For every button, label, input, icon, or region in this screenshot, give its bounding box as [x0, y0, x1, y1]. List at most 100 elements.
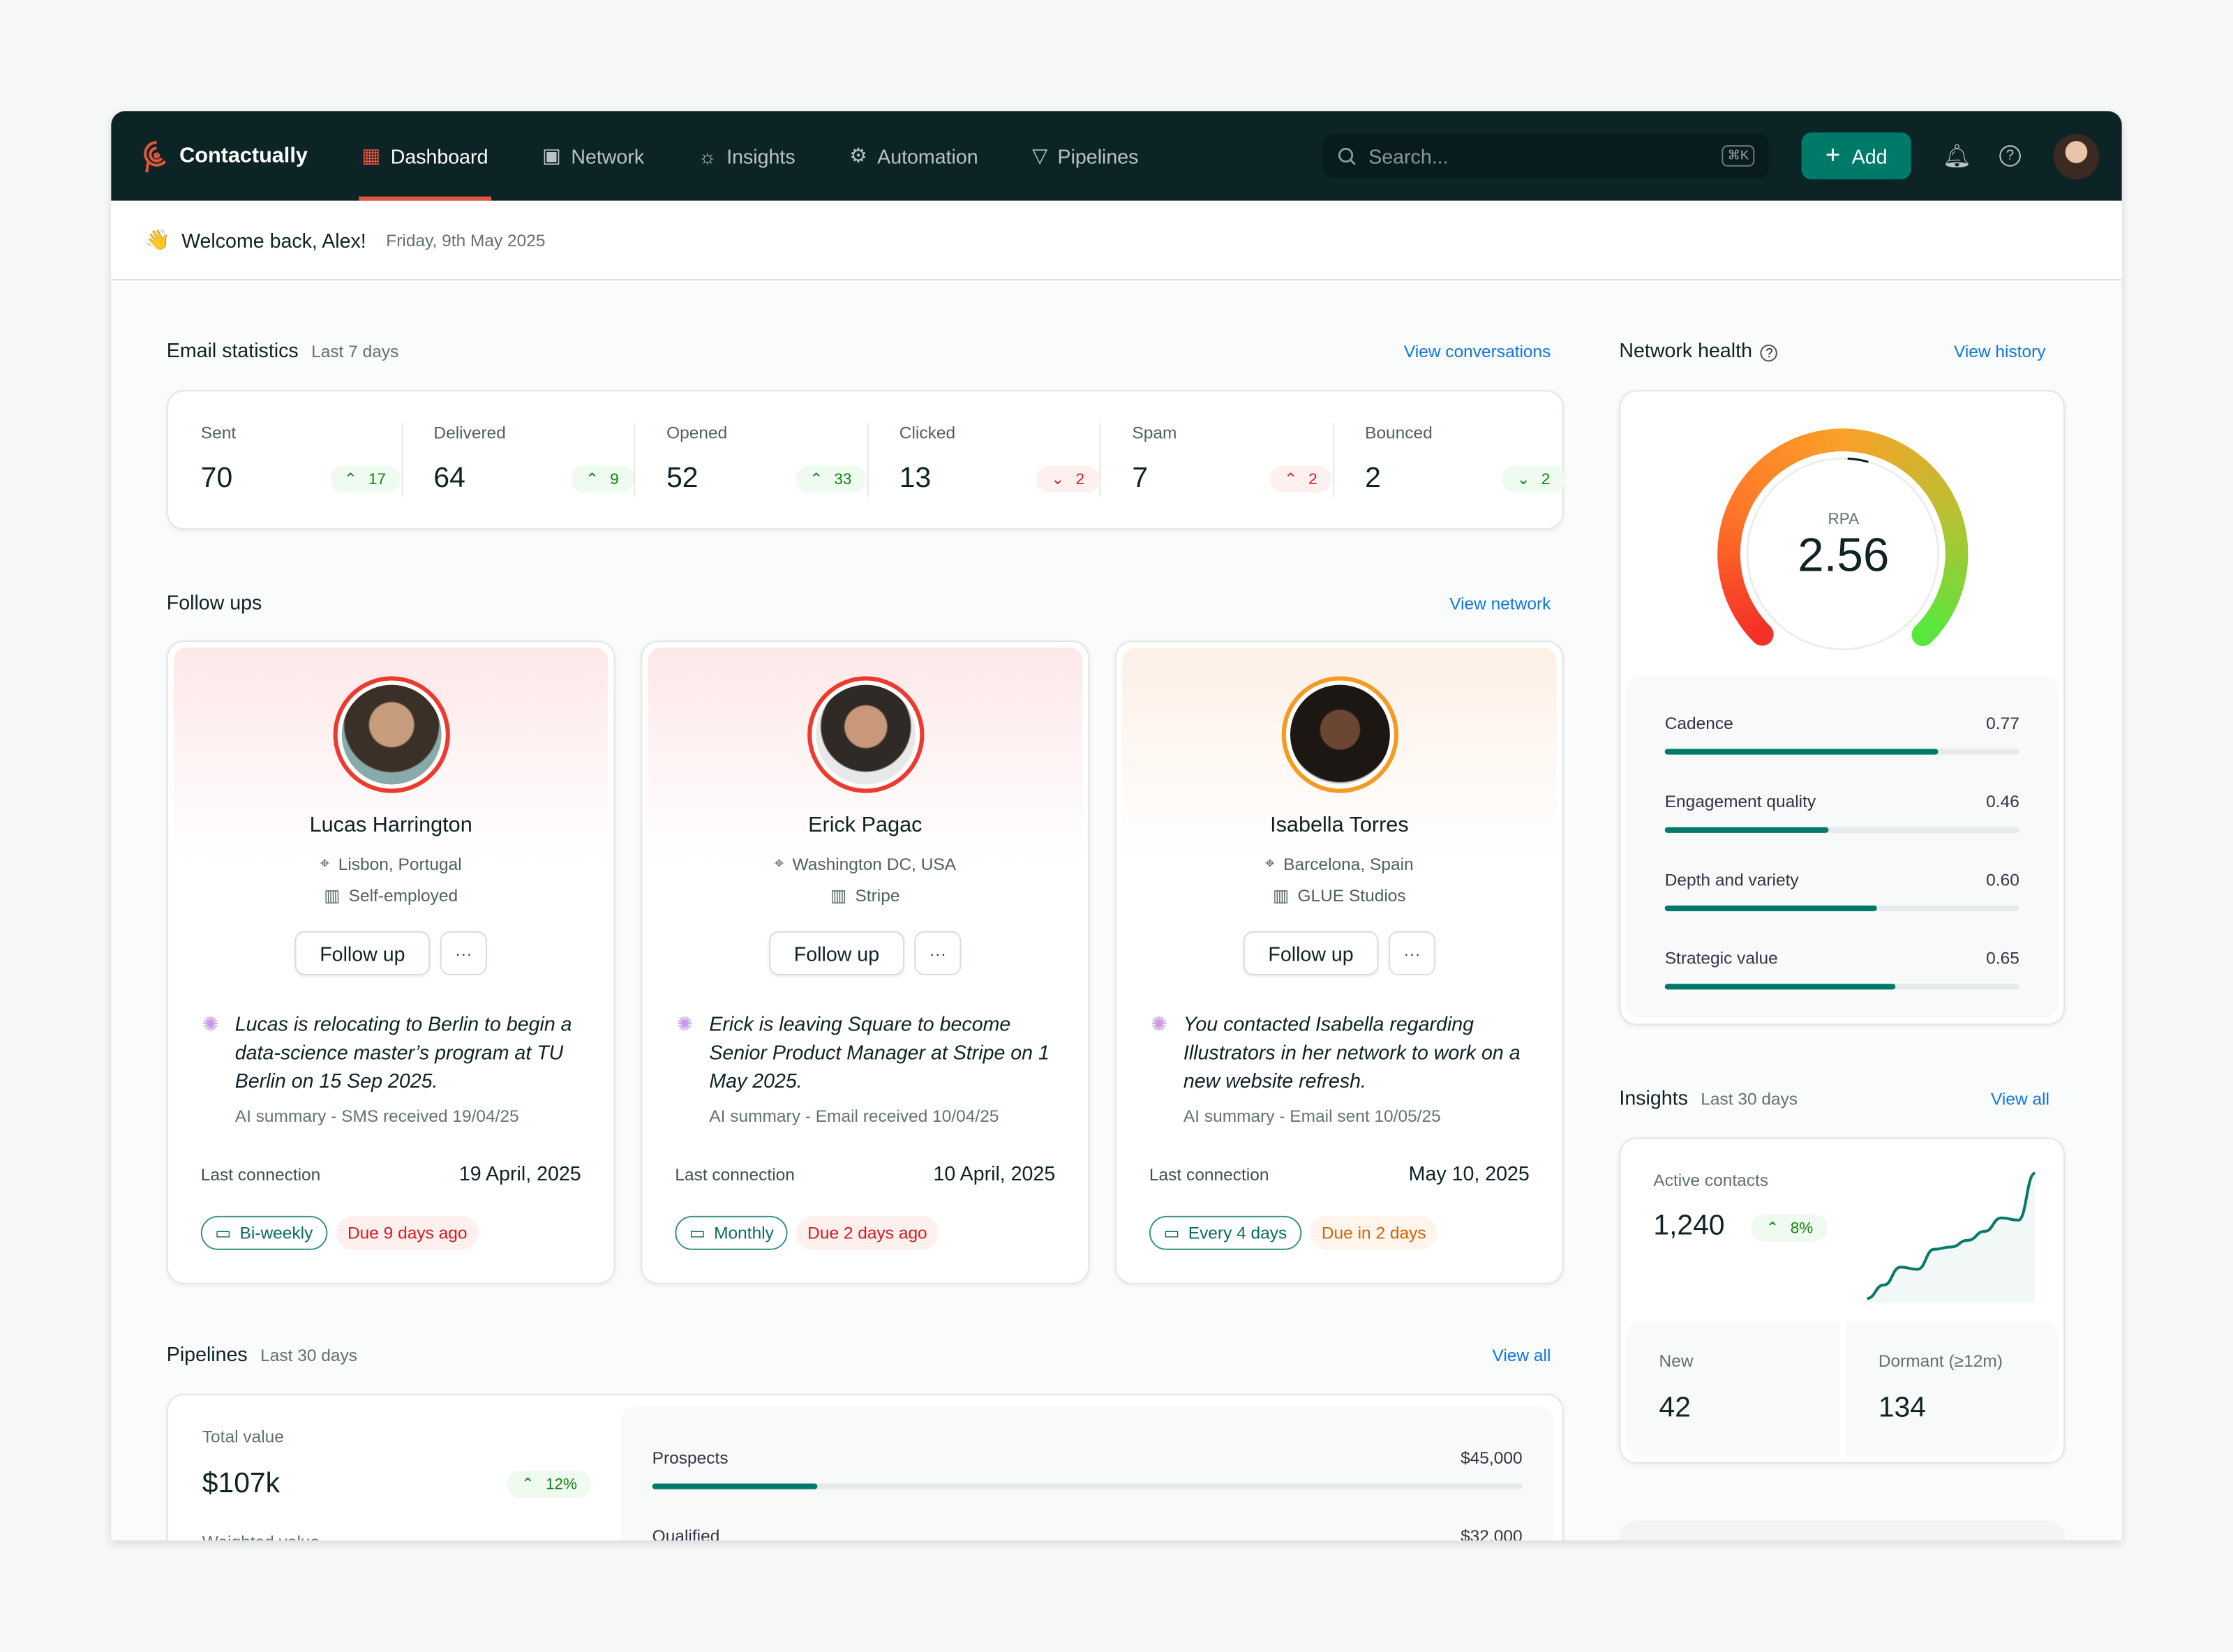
follow-up-button[interactable]: Follow up: [294, 931, 431, 975]
insights-card: Active contacts 1,240 ⌃ 8% New 42 Dormant…: [1619, 1137, 2066, 1464]
tile-value: 42: [1659, 1392, 1691, 1424]
ai-summary: Erick is leaving Square to become Senior…: [709, 1012, 1050, 1092]
search-icon: [1338, 147, 1356, 165]
cadence-chip[interactable]: ▭ Bi-weekly: [200, 1215, 327, 1250]
contact-name[interactable]: Lucas Harrington: [309, 813, 472, 837]
nav-insights[interactable]: ☼ Insights: [699, 111, 796, 201]
last-connection-date: 19 April, 2025: [458, 1162, 581, 1185]
email-stats-heading: Email statistics Last 7 days: [167, 339, 399, 362]
bell-icon[interactable]: 🔔︎: [1942, 145, 1972, 170]
metric-value: 0.46: [1986, 791, 2019, 812]
lightbulb-icon: ☼: [698, 144, 717, 167]
stat-bounced[interactable]: Bounced 2 ⌄ 2: [1365, 423, 1564, 495]
nav-dashboard[interactable]: ▦ Dashboard: [359, 111, 491, 201]
nav-automation[interactable]: ⚙ Automation: [849, 111, 978, 201]
gauge-arc-segment: [1858, 430, 1873, 455]
gauge-inner-ring: [1746, 457, 1940, 651]
gauge-marker: [1847, 457, 1869, 463]
more-options-button[interactable]: ···: [1388, 931, 1436, 975]
stat-clicked[interactable]: Clicked 13 ⌄ 2: [899, 423, 1099, 495]
gauge-arc-segment: [1874, 435, 1892, 460]
gauge-arc-segment: [1903, 452, 1925, 476]
view-all-insights-link[interactable]: View all: [1991, 1089, 2049, 1109]
shortcut-hint: ⌘K: [1722, 145, 1755, 167]
gauge-arc-segment: [1726, 592, 1752, 611]
follow-up-button[interactable]: Follow up: [769, 931, 904, 975]
view-history-link[interactable]: View history: [1953, 341, 2046, 362]
contact-name[interactable]: Erick Pagac: [808, 813, 923, 837]
nav-pipelines[interactable]: ▽ Pipelines: [1032, 111, 1138, 201]
help-icon[interactable]: ?: [1999, 145, 2021, 167]
contact-avatar[interactable]: [1281, 676, 1399, 793]
info-icon[interactable]: ?: [1761, 344, 1778, 362]
stat-divider: [401, 423, 403, 497]
brand-logo[interactable]: Contactually: [142, 139, 308, 173]
stat-delivered[interactable]: Delivered 64 ⌃ 9: [433, 423, 634, 495]
map-pin-icon: ⌖: [1265, 853, 1275, 873]
stat-divider: [1332, 423, 1334, 497]
arrow-up-icon: ⌃: [343, 471, 357, 488]
total-value-label: Total value: [202, 1426, 284, 1447]
stat-value: 13: [899, 463, 932, 495]
stat-opened[interactable]: Opened 52 ⌃ 33: [666, 423, 866, 495]
gauge-arc-segment: [1804, 432, 1820, 457]
stat-delta-badge: ⌃ 2: [1269, 465, 1332, 493]
stat-value: 52: [666, 463, 699, 495]
location-text: Washington DC, USA: [792, 853, 957, 874]
gauge-arc-segment: [1896, 446, 1917, 472]
gauge-arc-segment: [1754, 458, 1777, 482]
more-options-button[interactable]: ···: [914, 931, 962, 975]
stage-qualified[interactable]: Qualified $32,000: [652, 1526, 1523, 1540]
add-button[interactable]: + Add: [1801, 132, 1911, 180]
dormant-contacts-tile[interactable]: Dormant (≥12m) 134: [1845, 1321, 2058, 1457]
next-card: [1619, 1520, 2066, 1541]
health-metric: Strategic value 0.65: [1664, 948, 2019, 990]
due-badge: Due in 2 days: [1310, 1215, 1437, 1250]
stat-sent[interactable]: Sent 70 ⌃ 17: [201, 423, 401, 495]
arrow-down-icon: ⌄: [1051, 471, 1065, 488]
view-network-link[interactable]: View network: [1449, 594, 1551, 614]
greeting: Welcome back, Alex!: [181, 228, 366, 252]
new-contacts-tile[interactable]: New 42: [1626, 1321, 1840, 1457]
user-avatar[interactable]: [2053, 133, 2100, 180]
gauge-label: RPA: [1828, 511, 1860, 529]
company-text: Self-employed: [348, 885, 458, 906]
cadence-chip[interactable]: ▭ Monthly: [675, 1215, 789, 1250]
gauge-arc-segment: [1866, 432, 1882, 457]
contact-location: ⌖ Washington DC, USA: [642, 853, 1088, 874]
stat-label: Sent: [200, 423, 237, 443]
location-text: Barcelona, Spain: [1283, 853, 1414, 874]
contact-avatar[interactable]: [807, 676, 925, 793]
last-connection-date: 10 April, 2025: [933, 1162, 1056, 1185]
stat-spam[interactable]: Spam 7 ⌃ 2: [1132, 423, 1332, 495]
delta-value: 2: [1541, 470, 1551, 488]
summary-source: AI summary - Email received 10/04/25: [709, 1106, 999, 1127]
followup-card: Lucas Harrington ⌖ Lisbon, Portugal ▥ Self…: [166, 640, 615, 1284]
contact-name[interactable]: Isabella Torres: [1270, 813, 1409, 837]
arrow-up-icon: ⌃: [1765, 1219, 1779, 1238]
view-conversations-link[interactable]: View conversations: [1403, 341, 1551, 362]
view-all-pipelines-link[interactable]: View all: [1492, 1345, 1551, 1366]
ai-sparkle-icon: ✺: [202, 1012, 219, 1035]
more-options-button[interactable]: ···: [440, 931, 487, 975]
stat-delta-badge: ⌃ 33: [795, 465, 866, 493]
health-metric: Depth and variety 0.60: [1664, 869, 2019, 912]
gauge-arc-segment: [1741, 613, 1765, 636]
gauge-arc-segment: [1911, 616, 1941, 647]
nav-network[interactable]: ▣ Network: [542, 111, 644, 201]
nav-label: Insights: [726, 144, 796, 167]
metric-value: 0.60: [1986, 869, 2019, 890]
map-pin-icon: ⌖: [320, 853, 330, 873]
search-input[interactable]: Search... ⌘K: [1322, 133, 1769, 179]
stat-label: Delivered: [433, 423, 506, 443]
health-metric: Cadence 0.77: [1664, 713, 2019, 755]
gauge-arc-segment: [1915, 465, 1939, 488]
stat-label: Spam: [1132, 423, 1177, 443]
section-period: Last 7 days: [311, 341, 399, 362]
gauge-arc-segment: [1920, 472, 1945, 495]
cadence-chip[interactable]: ▭ Every 4 days: [1149, 1215, 1301, 1250]
stage-prospects[interactable]: Prospects $45,000: [652, 1448, 1523, 1489]
contact-avatar[interactable]: [333, 676, 450, 793]
stat-label: Bounced: [1365, 423, 1433, 443]
follow-up-button[interactable]: Follow up: [1243, 931, 1379, 975]
